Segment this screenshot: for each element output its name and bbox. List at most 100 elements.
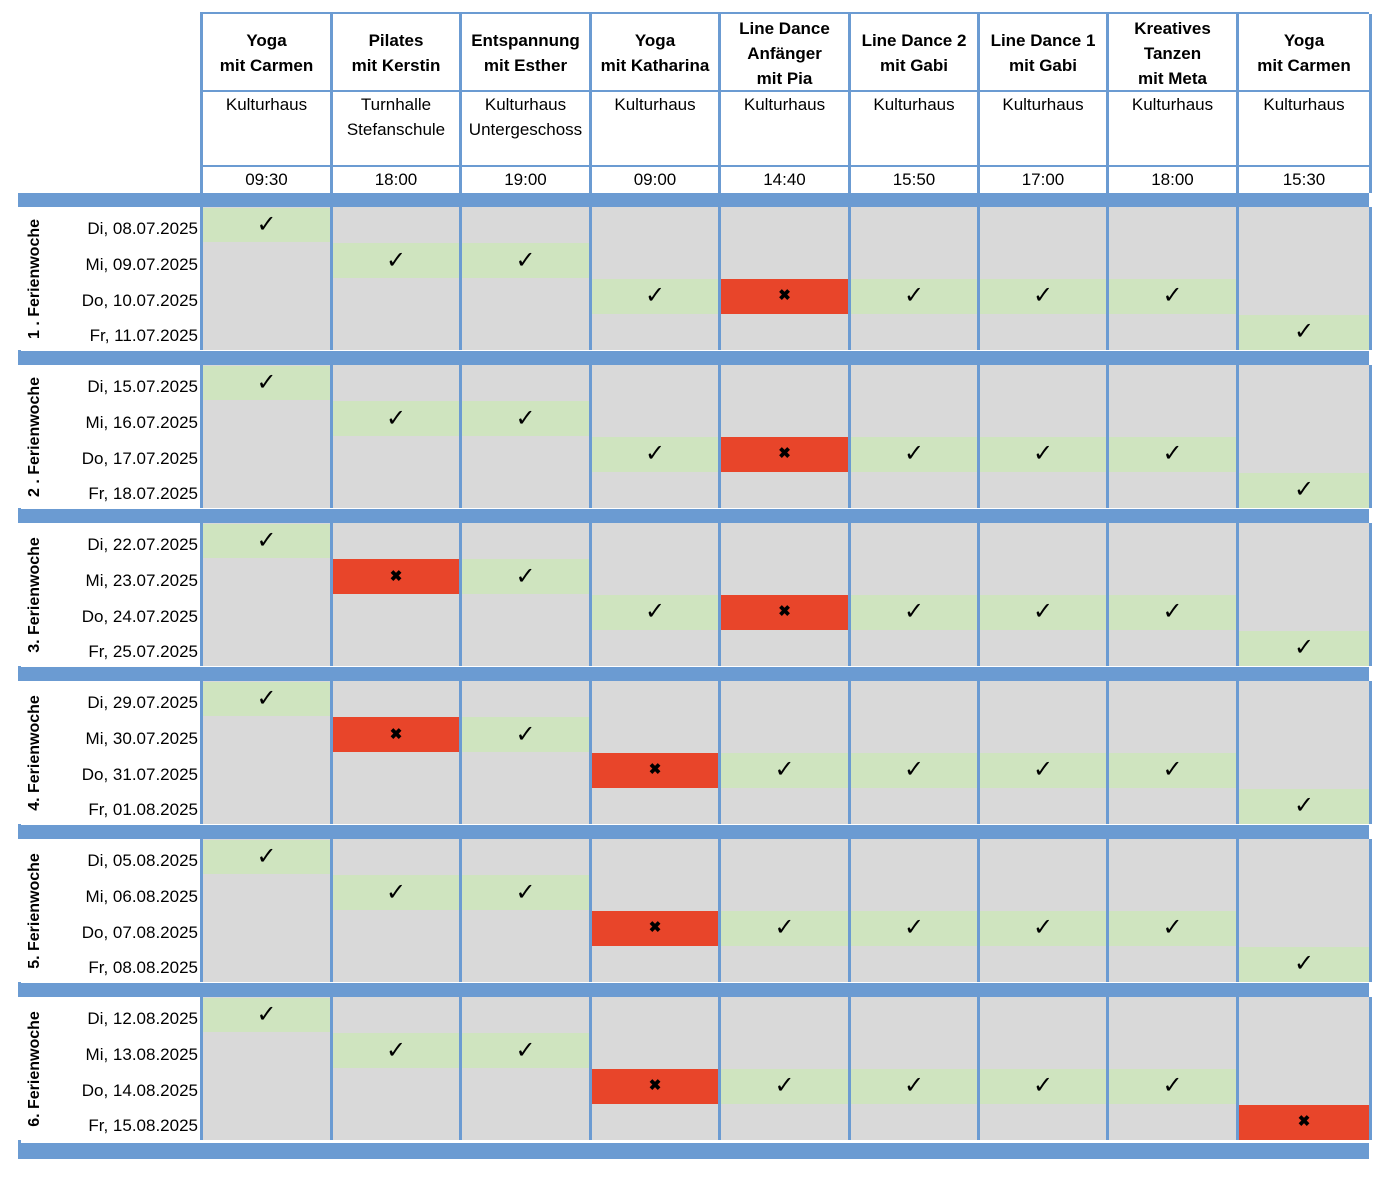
course-time: 15:30 bbox=[1282, 170, 1326, 189]
course-location: Kulturhaus bbox=[873, 95, 955, 114]
check-icon: ✓ bbox=[515, 720, 536, 748]
attendance-cell-confirmed: ✓ bbox=[1239, 788, 1369, 824]
course-time: 09:00 bbox=[633, 170, 677, 189]
cross-icon: ✖ bbox=[778, 287, 791, 305]
course-title: Pilates mit Kerstin bbox=[351, 31, 441, 75]
course-week-cell bbox=[977, 839, 1109, 982]
course-time: 18:00 bbox=[1151, 170, 1194, 189]
attendance-cell-confirmed: ✓ bbox=[721, 753, 848, 788]
attendance-cell-cancelled: ✖ bbox=[1239, 1104, 1369, 1140]
header-divider bbox=[333, 90, 459, 92]
attendance-cell-confirmed: ✓ bbox=[980, 595, 1106, 630]
course-time: 14:40 bbox=[763, 170, 806, 189]
course-week-cell bbox=[459, 207, 592, 350]
course-time: 19:00 bbox=[504, 170, 547, 189]
attendance-cell-confirmed: ✓ bbox=[592, 595, 718, 630]
course-week-cell bbox=[459, 681, 592, 824]
attendance-cell-confirmed: ✓ bbox=[462, 401, 589, 436]
day-date: Di, 22.07.2025 bbox=[52, 523, 200, 559]
header-divider bbox=[592, 165, 718, 167]
course-location: Turnhalle Stefanschule bbox=[346, 95, 446, 139]
day-date: Do, 10.07.2025 bbox=[52, 278, 200, 315]
course-location: Kulturhaus bbox=[743, 95, 826, 114]
day-date: Do, 07.08.2025 bbox=[52, 910, 200, 947]
check-icon: ✓ bbox=[515, 1036, 536, 1064]
course-title: Line Dance Anfänger mit Pia bbox=[739, 19, 830, 88]
course-week-cell bbox=[718, 681, 851, 824]
attendance-cell-confirmed: ✓ bbox=[721, 1069, 848, 1104]
attendance-cell-confirmed: ✓ bbox=[462, 1033, 589, 1068]
check-icon: ✓ bbox=[1162, 440, 1183, 468]
course-week-cell bbox=[848, 365, 980, 508]
check-icon: ✓ bbox=[256, 684, 277, 712]
attendance-cell-confirmed: ✓ bbox=[203, 365, 330, 401]
week-separator-bar bbox=[18, 509, 1369, 523]
attendance-cell-confirmed: ✓ bbox=[851, 911, 977, 946]
check-icon: ✓ bbox=[644, 282, 666, 310]
check-icon: ✓ bbox=[515, 878, 536, 906]
day-date: Di, 29.07.2025 bbox=[52, 681, 200, 717]
day-date: Fr, 15.08.2025 bbox=[52, 1104, 200, 1140]
course-week-cell bbox=[459, 997, 592, 1140]
attendance-cell-confirmed: ✓ bbox=[1239, 946, 1369, 982]
check-icon: ✓ bbox=[1162, 598, 1183, 626]
day-date: Do, 31.07.2025 bbox=[52, 752, 200, 789]
day-date: Fr, 18.07.2025 bbox=[52, 472, 200, 508]
header-divider bbox=[1109, 165, 1236, 167]
attendance-cell-confirmed: ✓ bbox=[851, 595, 977, 630]
check-icon: ✓ bbox=[1032, 440, 1054, 468]
cross-icon: ✖ bbox=[648, 761, 662, 779]
check-icon: ✓ bbox=[903, 440, 925, 468]
attendance-cell-confirmed: ✓ bbox=[462, 243, 589, 278]
course-time: 15:50 bbox=[892, 170, 936, 189]
day-date: Do, 24.07.2025 bbox=[52, 594, 200, 631]
course-week-cell bbox=[330, 207, 462, 350]
cross-icon: ✖ bbox=[648, 1077, 662, 1095]
header-divider bbox=[203, 165, 330, 167]
header-divider bbox=[333, 165, 459, 167]
check-icon: ✓ bbox=[1293, 634, 1315, 662]
week-label-text: 4. Ferienwoche bbox=[26, 694, 43, 811]
check-icon: ✓ bbox=[515, 246, 536, 274]
week-separator-bar bbox=[18, 193, 1369, 207]
check-icon: ✓ bbox=[903, 282, 925, 310]
header-divider bbox=[980, 90, 1106, 92]
course-week-cell bbox=[977, 365, 1109, 508]
week-label: 2 . Ferienwoche bbox=[18, 365, 52, 508]
check-icon: ✓ bbox=[256, 842, 277, 870]
course-week-cell bbox=[1106, 365, 1239, 508]
check-icon: ✓ bbox=[774, 1072, 795, 1100]
attendance-cell-confirmed: ✓ bbox=[203, 997, 330, 1033]
attendance-cell-confirmed: ✓ bbox=[851, 437, 977, 472]
header-divider bbox=[592, 90, 718, 92]
day-date: Di, 12.08.2025 bbox=[52, 997, 200, 1033]
day-date: Fr, 11.07.2025 bbox=[52, 314, 200, 350]
course-location: Kulturhaus bbox=[1263, 95, 1345, 114]
course-title: Entspannung mit Esther bbox=[471, 31, 580, 75]
day-date: Di, 15.07.2025 bbox=[52, 365, 200, 401]
week-separator-bar bbox=[18, 983, 1369, 997]
attendance-cell-confirmed: ✓ bbox=[333, 401, 459, 436]
attendance-cell-confirmed: ✓ bbox=[592, 279, 718, 314]
course-header-cell: Kreatives Tanzen mit Meta Kulturhaus 18:00 bbox=[1106, 14, 1239, 193]
check-icon: ✓ bbox=[1162, 282, 1183, 310]
check-icon: ✓ bbox=[644, 440, 666, 468]
course-week-cell bbox=[330, 523, 462, 666]
check-icon: ✓ bbox=[1293, 950, 1315, 978]
check-icon: ✓ bbox=[256, 1000, 277, 1028]
week-label: 4. Ferienwoche bbox=[18, 681, 52, 824]
attendance-cell-confirmed: ✓ bbox=[1109, 279, 1236, 314]
week-label: 6. Ferienwoche bbox=[18, 997, 52, 1140]
week-separator-bar bbox=[18, 825, 1369, 839]
check-icon: ✓ bbox=[903, 914, 925, 942]
course-header-cell: Entspannung mit Esther Kulturhaus Unterge… bbox=[459, 14, 592, 193]
check-icon: ✓ bbox=[774, 756, 795, 784]
day-date: Fr, 01.08.2025 bbox=[52, 788, 200, 824]
course-week-cell bbox=[589, 997, 721, 1140]
course-header-cell: Yoga mit Carmen Kulturhaus 15:30 bbox=[1236, 14, 1372, 193]
week-label-text: 1 . Ferienwoche bbox=[26, 218, 43, 339]
day-date: Do, 17.07.2025 bbox=[52, 436, 200, 473]
attendance-cell-confirmed: ✓ bbox=[1239, 472, 1369, 508]
header-divider bbox=[203, 90, 330, 92]
week-separator-bar bbox=[18, 1143, 1369, 1159]
